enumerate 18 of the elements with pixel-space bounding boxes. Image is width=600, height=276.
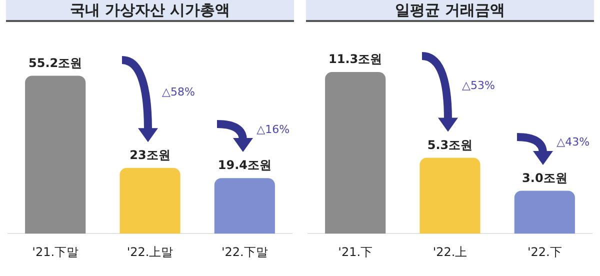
- chart-title: 국내 가상자산 시가총액: [6, 0, 294, 22]
- data-label: 55.2조원: [28, 56, 82, 70]
- x-tick-label: '21.下: [338, 244, 373, 259]
- data-label: 5.3조원: [427, 138, 473, 152]
- x-tick-label: '22.上: [432, 244, 468, 259]
- x-tick-label: '22.上말: [126, 244, 174, 259]
- x-tick-label: '22.下말: [221, 244, 268, 259]
- x-tick-label: '21.下말: [32, 244, 79, 259]
- chart-title: 일평균 거래금액: [306, 0, 594, 22]
- x-tick-label: '22.下: [527, 244, 562, 259]
- annotation: △43%: [556, 136, 590, 149]
- annotation: △58%: [162, 86, 195, 99]
- data-label: 23조원: [130, 148, 170, 162]
- annotation: △53%: [462, 78, 495, 92]
- data-label: 11.3조원: [328, 52, 382, 66]
- annotation: △16%: [256, 122, 290, 136]
- data-label: 3.0조원: [522, 170, 568, 185]
- data-label: 19.4조원: [218, 158, 272, 172]
